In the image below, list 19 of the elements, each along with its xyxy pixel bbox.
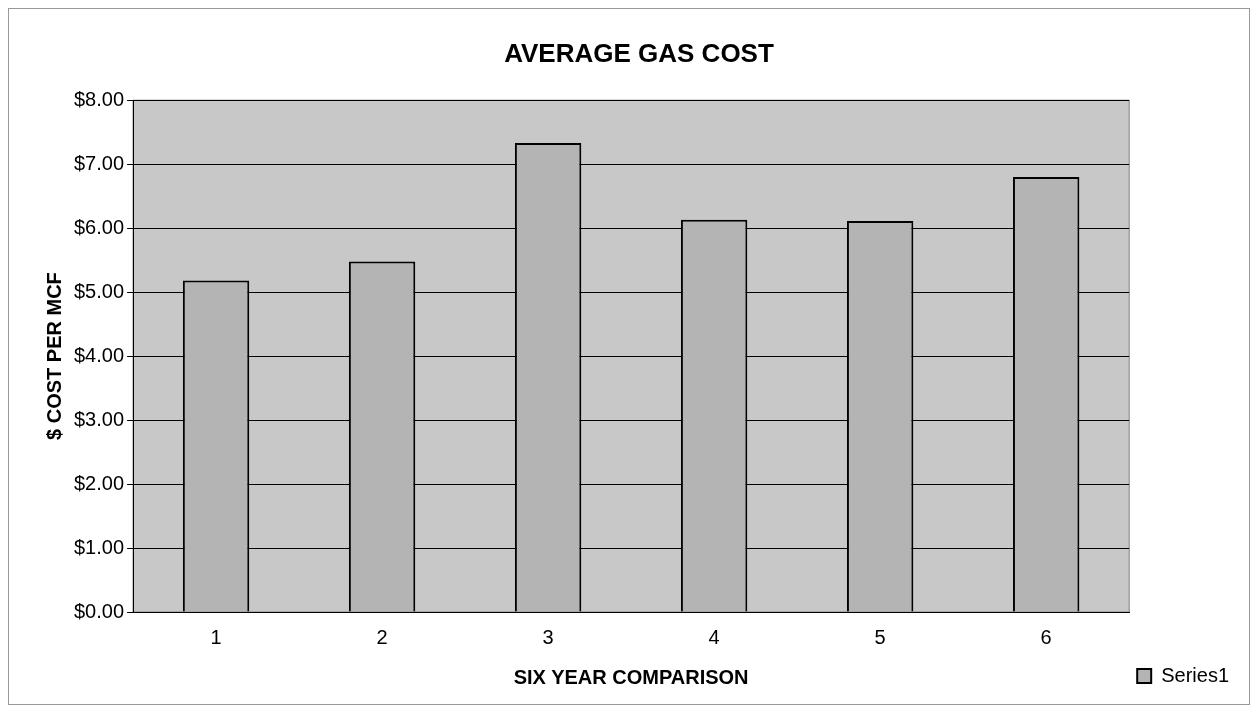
chart-title: AVERAGE GAS COST bbox=[504, 37, 774, 68]
y-tick-label: $3.00 bbox=[73, 407, 125, 430]
legend-label: Series1 bbox=[1161, 663, 1229, 686]
y-tick-label: $8.00 bbox=[73, 87, 125, 110]
x-tick-label: 1 bbox=[210, 625, 222, 648]
y-tick-label: $4.00 bbox=[73, 343, 125, 366]
y-tick-label: $6.00 bbox=[73, 215, 125, 238]
y-tick-label: $1.00 bbox=[73, 535, 125, 558]
y-tick-label: $2.00 bbox=[73, 471, 125, 494]
x-axis-title: SIX YEAR COMPARISON bbox=[513, 665, 749, 688]
x-tick-label: 4 bbox=[708, 625, 720, 648]
y-tick-label: $0.00 bbox=[73, 599, 125, 622]
y-tick-label: $7.00 bbox=[73, 151, 125, 174]
x-tick-label: 5 bbox=[874, 625, 886, 648]
y-axis-title: $ COST PER MCF bbox=[42, 272, 65, 440]
x-tick-label: 3 bbox=[542, 625, 554, 648]
x-tick-label: 6 bbox=[1040, 625, 1052, 648]
x-tick-label: 2 bbox=[376, 625, 388, 648]
y-tick-label: $5.00 bbox=[73, 279, 125, 302]
